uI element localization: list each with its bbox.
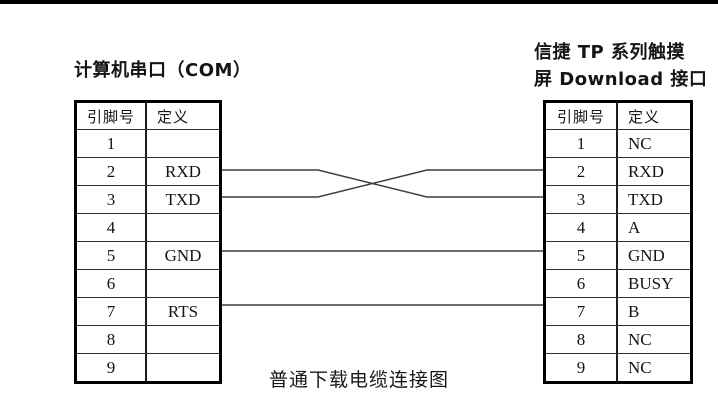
right-connector-title: 信捷 TP 系列触摸 屏 Download 接口 — [534, 39, 707, 93]
com-pin-row-2: 2 RXD — [77, 157, 219, 185]
tp-pin-row-2: 2 RXD — [546, 157, 690, 185]
pin-definition-cell — [147, 270, 219, 297]
pin-number-cell: 7 — [546, 298, 618, 325]
pin-definition-cell: BUSY — [628, 273, 674, 293]
pin-number-cell: 8 — [77, 326, 147, 353]
pin-definition-cell: RXD — [628, 161, 664, 181]
pin-number-cell: 2 — [546, 158, 618, 185]
right-connector-title-line2: 屏 Download 接口 — [534, 69, 708, 90]
pin-definition-cell: NC — [628, 133, 652, 153]
pin-number-cell: 9 — [77, 354, 147, 381]
pin-definition-cell: TXD — [165, 189, 201, 209]
pin-definition-cell: GND — [164, 245, 202, 265]
pin-definition-cell: RXD — [165, 161, 201, 181]
pin-number-cell: 2 — [77, 158, 147, 185]
tp-pin-row-5: 5 GND — [546, 241, 690, 269]
tp-pin-row-9: 9 NC — [546, 353, 690, 381]
wire-pin3-to-pin2 — [222, 169, 546, 198]
definition-header: 定义 — [157, 107, 190, 126]
com-pin-row-9: 9 — [77, 353, 219, 381]
pin-number-cell: 3 — [546, 186, 618, 213]
pin-number-header: 引脚号 — [546, 103, 618, 129]
com-port-pin-table: 引脚号 定义 1 2 RXD 3 TXD 4 5 GND 6 7 RTS 8 9 — [74, 100, 222, 384]
pin-number-cell: 1 — [546, 130, 618, 157]
com-pin-row-4: 4 — [77, 213, 219, 241]
pin-definition-cell: RTS — [167, 301, 199, 321]
definition-header: 定义 — [628, 107, 661, 126]
tp-pin-row-6: 6 BUSY — [546, 269, 690, 297]
tp-header-row: 引脚号 定义 — [546, 103, 690, 129]
right-connector-title-line1: 信捷 TP 系列触摸 — [534, 42, 686, 63]
tp-pin-row-1: 1 NC — [546, 129, 690, 157]
pin-number-cell: 8 — [546, 326, 618, 353]
pin-number-cell: 9 — [546, 354, 618, 381]
pin-number-cell: 3 — [77, 186, 147, 213]
pin-definition-cell: B — [628, 301, 640, 321]
pin-number-cell: 4 — [77, 214, 147, 241]
top-border-rule — [0, 0, 718, 4]
pin-number-cell: 6 — [546, 270, 618, 297]
com-pin-row-8: 8 — [77, 325, 219, 353]
com-pin-row-7: 7 RTS — [77, 297, 219, 325]
pin-number-header: 引脚号 — [77, 103, 147, 129]
pin-number-cell: 7 — [77, 298, 147, 325]
pin-definition-cell: GND — [628, 245, 665, 265]
pin-definition-cell — [147, 130, 219, 157]
pin-number-cell: 4 — [546, 214, 618, 241]
tp-pin-row-8: 8 NC — [546, 325, 690, 353]
pin-number-cell: 5 — [546, 242, 618, 269]
com-pin-row-3: 3 TXD — [77, 185, 219, 213]
pin-number-cell: 5 — [77, 242, 147, 269]
pin-number-cell: 1 — [77, 130, 147, 157]
com-pin-row-6: 6 — [77, 269, 219, 297]
pin-number-cell: 6 — [77, 270, 147, 297]
com-pin-row-5: 5 GND — [77, 241, 219, 269]
tp-download-pin-table: 引脚号 定义 1 NC 2 RXD 3 TXD 4 A 5 GND 6 BUSY 7 B 8 NC 9 NC — [543, 100, 693, 384]
pin-definition-cell: NC — [628, 357, 652, 377]
wire-pin2-to-pin3 — [222, 169, 546, 198]
left-connector-title: 计算机串口（COM） — [74, 60, 252, 81]
pin-definition-cell — [147, 326, 219, 353]
com-pin-row-1: 1 — [77, 129, 219, 157]
pin-definition-cell: A — [628, 217, 641, 237]
pin-definition-cell — [147, 214, 219, 241]
diagram-caption: 普通下载电缆连接图 — [268, 369, 449, 391]
com-header-row: 引脚号 定义 — [77, 103, 219, 129]
pin-definition-cell: NC — [628, 329, 652, 349]
pin-definition-cell: TXD — [628, 189, 663, 209]
tp-pin-row-3: 3 TXD — [546, 185, 690, 213]
